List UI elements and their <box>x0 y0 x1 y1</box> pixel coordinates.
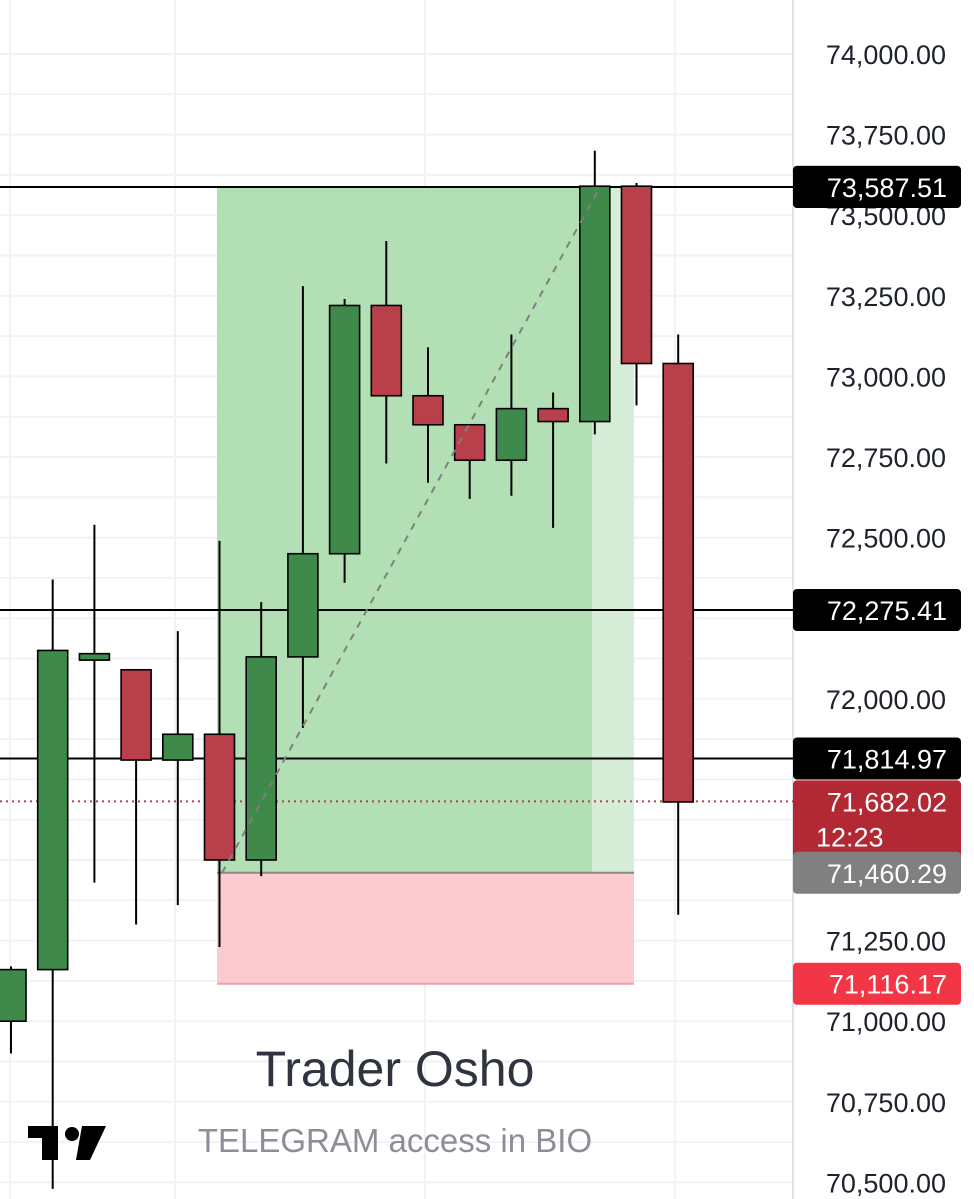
candle <box>78 524 111 883</box>
price-axis-label: 72,750.00 <box>826 443 946 473</box>
price-tag-bg <box>793 165 961 208</box>
candle-body <box>245 656 277 861</box>
candle-body <box>412 394 444 426</box>
candle <box>287 286 319 728</box>
price-axis-label: 73,000.00 <box>826 362 946 392</box>
candles <box>0 150 695 1189</box>
candle-body <box>495 407 528 462</box>
price-tag: 71,116.17 <box>793 962 961 1005</box>
candle-body <box>78 652 111 661</box>
horizontal-lines <box>0 185 793 803</box>
price-tag-label: 71,116.17 <box>829 970 947 1000</box>
candle <box>36 579 69 1189</box>
price-axis-label: 73,750.00 <box>826 121 946 151</box>
price-axis-label: 72,000.00 <box>826 685 946 715</box>
price-tag-bg <box>793 737 961 780</box>
watermark-subtitle: TELEGRAM access in BIO <box>197 1122 593 1159</box>
candle <box>495 334 528 496</box>
candle-body <box>287 552 319 658</box>
candle-body <box>203 733 236 861</box>
candle <box>620 182 653 406</box>
price-tag-bg <box>793 589 961 632</box>
candle-body <box>328 304 361 555</box>
price-axis-label: 72,500.00 <box>826 524 946 554</box>
trend-line <box>221 186 601 874</box>
candle <box>537 392 569 528</box>
position-zones <box>217 186 634 985</box>
price-tag-bg <box>793 851 961 894</box>
candle-body <box>620 185 653 365</box>
candle <box>412 347 444 483</box>
price-tag: 73,587.51 <box>793 165 961 208</box>
candle <box>578 150 611 435</box>
bar-countdown: 12:23 <box>816 822 884 852</box>
candle-body <box>120 668 152 761</box>
price-axis-label: 70,500.00 <box>826 1168 946 1198</box>
candle-body <box>36 649 69 971</box>
price-tag-label: 71,682.02 <box>827 787 947 817</box>
price-tag: 71,682.02 12:23 <box>793 780 961 859</box>
candle-body <box>370 304 403 397</box>
price-tag: 71,814.97 <box>793 737 961 780</box>
price-tag-bg <box>793 962 961 1005</box>
candle <box>328 299 361 583</box>
candle <box>162 631 194 906</box>
candle <box>203 540 236 948</box>
price-tag: 71,460.29 <box>793 851 961 894</box>
candle-body <box>162 733 194 761</box>
candle-body <box>537 407 569 423</box>
candle-body <box>0 968 27 1023</box>
candle <box>370 240 403 464</box>
price-axis-label: 73,250.00 <box>826 282 946 312</box>
price-axis-label: 71,250.00 <box>826 927 946 957</box>
candle-body <box>662 362 695 803</box>
price-tag-label: 71,460.29 <box>827 859 947 889</box>
price-tag-label: 73,587.51 <box>827 173 947 203</box>
price-tag-bg <box>793 780 961 859</box>
watermark-title: Trader Osho <box>255 1041 535 1097</box>
price-axis-label: 71,000.00 <box>826 1007 946 1037</box>
tradingview-logo-icon <box>28 1126 106 1160</box>
loss-zone <box>217 872 634 984</box>
candle-body <box>578 185 611 423</box>
price-tags: 73,588.7873,587.5172,275.4171,814.9771,6… <box>793 165 961 1005</box>
price-tag: 72,275.41 <box>793 589 961 632</box>
price-tag-label: 71,814.97 <box>827 744 947 774</box>
candle <box>245 602 277 877</box>
price-axis-label: 74,000.00 <box>826 40 946 70</box>
candle <box>662 334 695 915</box>
price-axis-label: 70,750.00 <box>826 1088 946 1118</box>
candle <box>0 966 27 1054</box>
candle <box>120 668 152 925</box>
price-tag-label: 72,275.41 <box>827 596 947 626</box>
